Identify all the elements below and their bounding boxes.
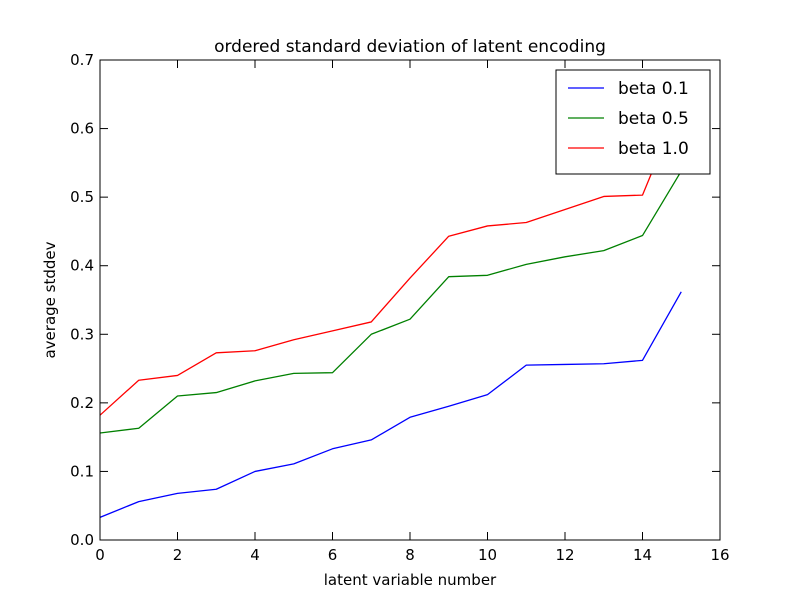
legend-label: beta 0.1 xyxy=(618,79,689,99)
legend-label: beta 0.5 xyxy=(618,109,689,129)
x-tick-label: 4 xyxy=(250,546,260,564)
legend-label: beta 1.0 xyxy=(618,139,689,159)
x-tick-label: 16 xyxy=(710,546,729,564)
series-line-3 xyxy=(100,100,682,416)
tick-layer: 0 2 4 6 8 10 12 14 16 0.0 0.1 0.2 0.3 0.4 0.5 0.6 0.7 xyxy=(70,51,729,564)
x-tick-label: 14 xyxy=(633,546,652,564)
y-axis-label: average stddev xyxy=(41,241,59,358)
legend-box xyxy=(555,69,711,175)
x-tick-label: 0 xyxy=(95,546,105,564)
y-tick-label: 0.6 xyxy=(70,120,94,138)
y-tick-label: 0.7 xyxy=(70,51,94,69)
x-tick-label: 6 xyxy=(328,546,338,564)
x-tick-label: 8 xyxy=(405,546,415,564)
legend: beta 0.1 beta 0.5 beta 1.0 xyxy=(555,69,711,175)
y-tick-label: 0.5 xyxy=(70,188,94,206)
series-layer xyxy=(100,100,682,518)
y-tick-label: 0.0 xyxy=(70,531,94,549)
y-tick-label: 0.2 xyxy=(70,394,94,412)
series-line-2 xyxy=(100,170,682,434)
x-tick-label: 12 xyxy=(555,546,574,564)
x-tick-label: 2 xyxy=(173,546,183,564)
series-line-1 xyxy=(100,291,682,518)
x-tick-label: 10 xyxy=(478,546,497,564)
y-tick-label: 0.1 xyxy=(70,462,94,480)
y-tick-label: 0.4 xyxy=(70,257,94,275)
chart-title: ordered standard deviation of latent enc… xyxy=(214,37,606,57)
x-axis-label: latent variable number xyxy=(324,571,497,589)
y-tick-label: 0.3 xyxy=(70,325,94,343)
